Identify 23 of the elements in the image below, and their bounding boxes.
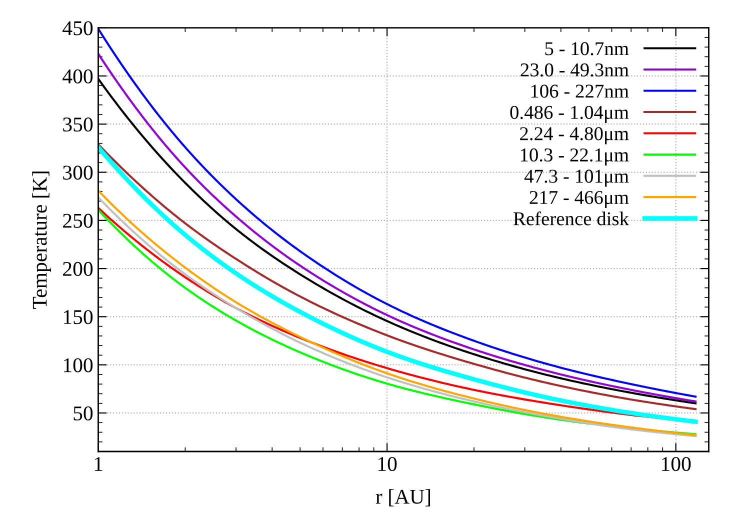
legend-label: 0.486 - 1.04μm [510, 106, 629, 123]
y-tick-label: 150 [64, 310, 93, 324]
y-tick-label: 200 [63, 262, 93, 276]
y-tick-label: 50 [74, 406, 93, 420]
y-tick-label: 450 [62, 21, 93, 36]
legend-label: 47.3 - 101μm [524, 170, 629, 187]
x-tick-label: 100 [662, 456, 691, 472]
legend-label: Reference disk [514, 211, 630, 226]
legend-label: 5 - 10.7nm [545, 42, 629, 56]
x-tick-label: 1 [94, 457, 102, 471]
legend-label: 106 - 227nm [531, 84, 629, 98]
y-tick-label: 300 [63, 166, 93, 180]
y-axis-title: Temperature [K] [32, 172, 52, 309]
x-axis-title: r [AU] [376, 489, 430, 506]
y-tick-label: 400 [62, 69, 93, 84]
y-tick-label: 350 [63, 117, 93, 132]
legend-label: 2.24 - 4.80μm [520, 127, 629, 144]
x-tick-label: 10 [378, 456, 397, 472]
y-tick-label: 250 [63, 214, 93, 228]
legend-label: 23.0 - 49.3nm [520, 63, 629, 77]
legend-label: 217 - 466μm [530, 191, 629, 208]
y-tick-label: 100 [64, 358, 93, 372]
legend-label: 10.3 - 22.1μm [520, 148, 629, 166]
